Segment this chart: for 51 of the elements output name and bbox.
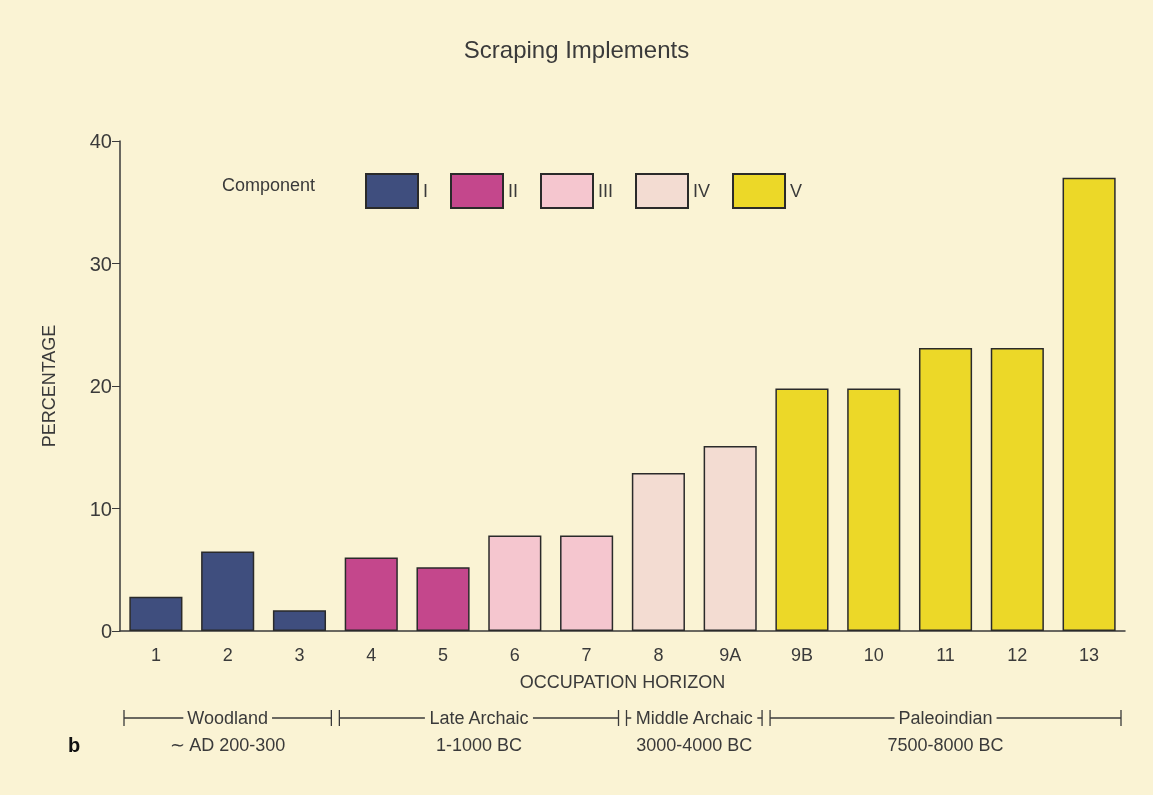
x-tick-label: 10 xyxy=(863,645,884,665)
bar xyxy=(272,610,327,631)
text: Middle Archaic xyxy=(635,708,753,728)
bar xyxy=(416,567,470,631)
y-axis-title: PERCENTAGE xyxy=(39,324,59,448)
text: Paleoindian xyxy=(898,708,993,728)
bar xyxy=(129,596,183,631)
bar xyxy=(775,388,829,631)
legend-label: IV xyxy=(693,181,711,201)
x-tick-label: 4 xyxy=(366,645,377,665)
text: 1-1000 BC xyxy=(435,735,522,755)
x-tick-label: 1 xyxy=(150,645,161,665)
bar xyxy=(631,472,685,631)
x-tick-label: 8 xyxy=(653,645,664,665)
bar xyxy=(201,551,255,631)
text: 7500-8000 BC xyxy=(887,735,1004,755)
x-tick-label: 3 xyxy=(294,645,305,665)
bar xyxy=(918,348,973,631)
bar xyxy=(488,535,542,631)
x-tick-label: 13 xyxy=(1079,645,1100,665)
x-tick-label: 11 xyxy=(936,645,955,665)
legend-title: Component xyxy=(222,175,316,195)
x-tick-label: 5 xyxy=(438,645,449,665)
y-tick-label: 40 xyxy=(89,130,112,152)
bar xyxy=(1062,177,1116,631)
bar xyxy=(703,446,757,631)
y-tick-label: 30 xyxy=(89,252,112,275)
x-tick-label: 12 xyxy=(1007,645,1028,665)
legend-label: II xyxy=(508,181,519,201)
text: Late Archaic xyxy=(429,708,529,728)
y-tick-label: 20 xyxy=(89,375,112,397)
bar xyxy=(847,388,901,631)
text: 3000-4000 BC xyxy=(636,735,753,755)
legend-label: I xyxy=(423,181,429,201)
bar xyxy=(990,348,1044,631)
x-tick-label: 2 xyxy=(222,645,233,665)
chart-title: Scraping Implements xyxy=(463,35,690,63)
x-tick-label: 7 xyxy=(581,645,592,665)
x-tick-label: 6 xyxy=(509,645,520,665)
x-tick-label: 9B xyxy=(790,645,813,665)
x-tick-label: 9A xyxy=(719,645,742,665)
bar xyxy=(560,535,614,631)
y-tick-label: 0 xyxy=(100,620,112,642)
legend-label: III xyxy=(598,181,614,201)
text: Woodland xyxy=(187,708,269,728)
x-axis-title: OCCUPATION HORIZON xyxy=(519,672,726,692)
legend-label: V xyxy=(790,181,803,201)
y-tick-label: 10 xyxy=(89,497,112,520)
text: ∼ AD 200-300 xyxy=(170,735,286,755)
text: b xyxy=(68,734,81,756)
bar xyxy=(344,557,398,631)
